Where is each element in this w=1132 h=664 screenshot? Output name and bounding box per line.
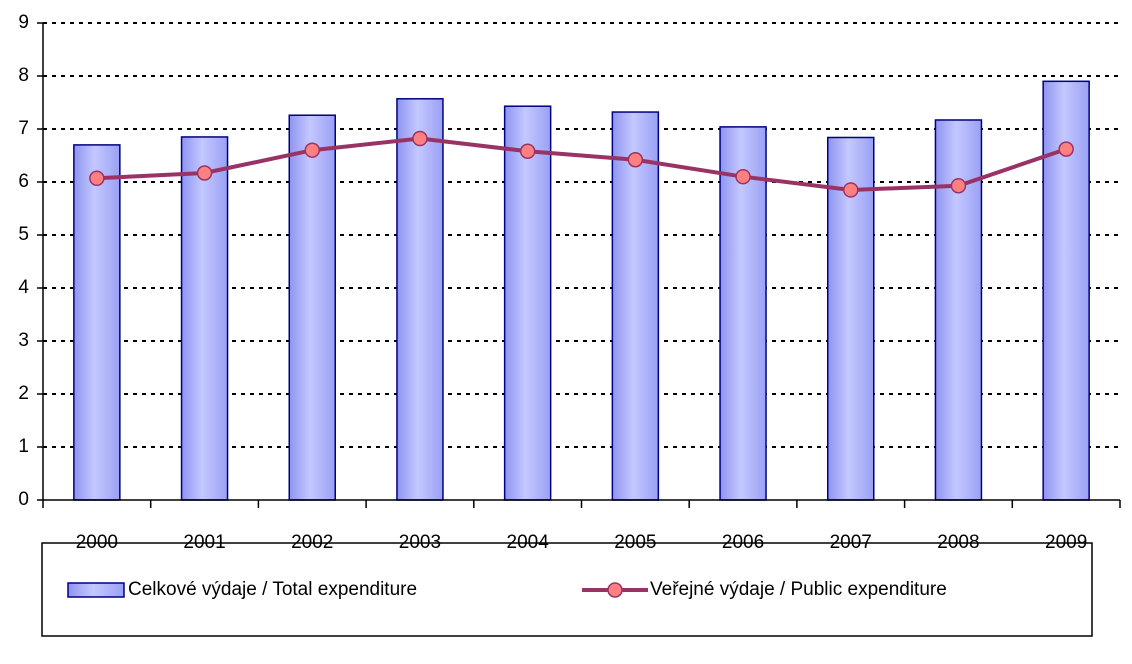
y-tick-label: 7 — [18, 118, 29, 139]
marker — [843, 182, 859, 198]
y-tick-label: 3 — [18, 330, 29, 351]
line — [96, 136, 1067, 192]
bar — [934, 119, 983, 501]
bar — [180, 136, 229, 501]
marker — [196, 165, 213, 181]
legend-box — [41, 542, 1093, 637]
legend-label: Celkové výdaje / Total expenditure — [128, 579, 417, 600]
y-tick-label: 9 — [18, 12, 29, 33]
x-tick-label: 2006 — [722, 532, 764, 553]
legend-marker — [607, 582, 623, 598]
marker — [304, 142, 320, 158]
marker — [519, 143, 536, 160]
x-tick-label: 2000 — [76, 532, 118, 553]
x-tick-label: 2009 — [1045, 532, 1087, 553]
bar — [719, 126, 767, 501]
marker — [627, 151, 644, 168]
bar — [827, 136, 875, 501]
bar — [73, 144, 121, 501]
legend-label: Veřejné výdaje / Public expenditure — [650, 579, 947, 600]
x-tick-label: 2005 — [614, 532, 656, 553]
y-tick-label: 5 — [18, 224, 29, 245]
bar — [396, 98, 444, 501]
y-tick-label: 6 — [18, 171, 29, 192]
x-tick-label: 2002 — [291, 532, 333, 553]
y-tick-label: 4 — [18, 277, 29, 298]
marker — [950, 177, 967, 194]
y-tick-label: 0 — [18, 489, 29, 510]
x-tick-label: 2007 — [830, 532, 872, 553]
y-tick-label: 8 — [18, 65, 29, 86]
x-tick-label: 2001 — [183, 532, 225, 553]
y-tick-label: 2 — [18, 383, 29, 404]
x-tick-label: 2003 — [399, 532, 441, 553]
legend-swatch — [67, 582, 125, 598]
bar — [611, 111, 660, 501]
bar — [288, 114, 336, 501]
marker — [735, 168, 751, 185]
marker — [412, 130, 428, 147]
bar — [503, 105, 552, 501]
x-tick-label: 2004 — [507, 532, 550, 553]
y-tick-label: 1 — [18, 436, 29, 457]
marker — [89, 170, 105, 187]
x-tick-label: 2008 — [937, 532, 979, 553]
marker — [1058, 141, 1074, 157]
